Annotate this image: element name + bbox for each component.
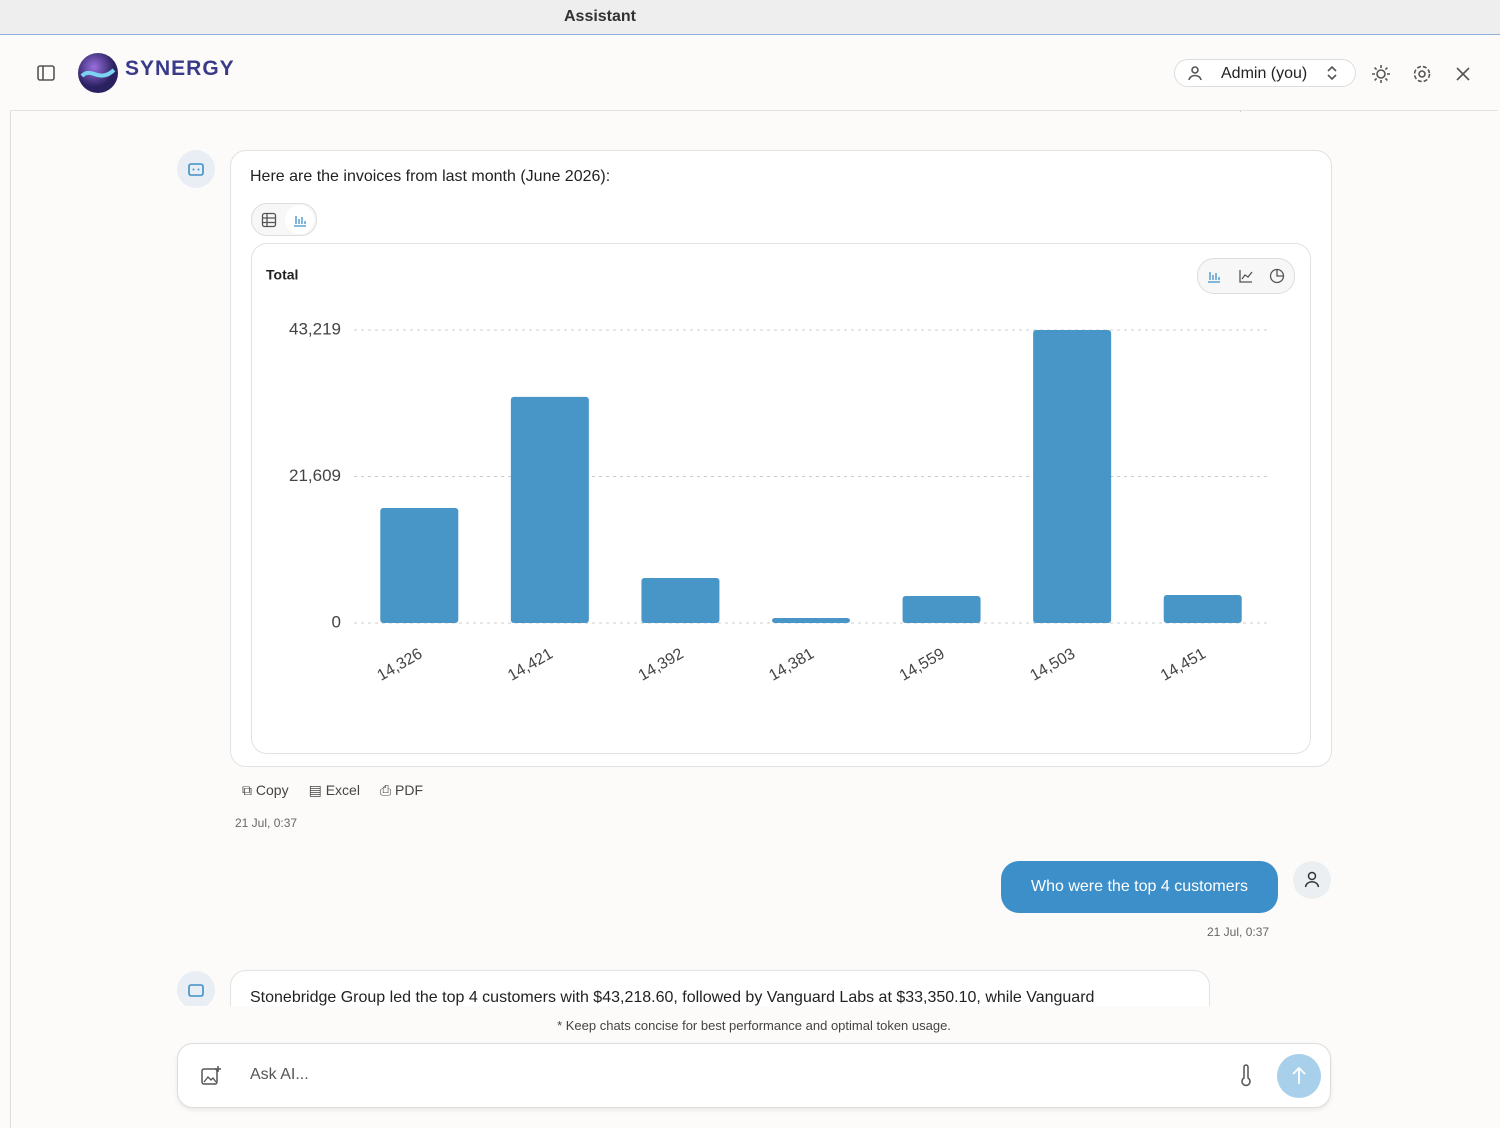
copy-button[interactable]: ⧉ Copy xyxy=(242,782,289,798)
x-tick-label: 14,503 xyxy=(1027,645,1078,684)
attach-image[interactable] xyxy=(200,1065,222,1087)
assistant-bubble xyxy=(230,970,1210,1006)
x-tick-label: 14,559 xyxy=(897,645,948,684)
bar xyxy=(510,396,589,623)
timestamp: 21 Jul, 0:37 xyxy=(1207,925,1270,939)
bar-type[interactable] xyxy=(1206,268,1222,284)
pie-type[interactable] xyxy=(1269,268,1285,284)
bar xyxy=(380,508,459,623)
theme-toggle[interactable] xyxy=(1370,63,1392,85)
input-box[interactable]: Ask AI... xyxy=(177,1043,1331,1108)
user-avatar xyxy=(1293,861,1331,899)
brand: SYNERGY xyxy=(125,57,235,80)
pdf-label: PDF xyxy=(395,782,424,798)
chart-type-switch xyxy=(1197,258,1295,294)
timestamp: 21 Jul, 0:37 xyxy=(235,816,298,830)
user-name: Admin (you) xyxy=(1221,65,1308,82)
chart-card xyxy=(251,243,1311,754)
window-title: Assistant xyxy=(563,8,637,25)
view-toggle xyxy=(251,203,317,236)
bar xyxy=(1033,330,1112,623)
assistant-avatar xyxy=(177,971,215,1006)
send-button[interactable] xyxy=(1277,1054,1321,1098)
chart-view[interactable] xyxy=(292,212,308,228)
actions: ⧉ Copy ▤ Excel ⎙ PDF xyxy=(242,782,423,799)
x-tick-label: 14,392 xyxy=(636,645,687,684)
bar xyxy=(1163,595,1242,623)
title-bar: Assistant xyxy=(0,0,1500,35)
chart: Total 0 21,609 43,219 14,326 14,421 14,392 14,… xyxy=(266,267,1268,685)
close[interactable] xyxy=(1453,64,1473,84)
user-select[interactable]: Admin (you) xyxy=(1174,59,1356,87)
message-text: Stonebridge Group led the top 4 customer… xyxy=(250,989,1095,1006)
y-tick-label: 0 xyxy=(332,612,341,631)
bar xyxy=(772,617,850,623)
y-tick-label: 43,219 xyxy=(289,319,341,338)
x-tick-label: 14,326 xyxy=(375,645,426,684)
message-text: Here are the invoices from last month (J… xyxy=(250,168,611,185)
x-tick-label: 14,381 xyxy=(766,645,817,684)
bar xyxy=(902,596,981,623)
excel-label: Excel xyxy=(325,782,360,798)
user-bubble: Who were the top 4 customers xyxy=(1001,861,1278,913)
footer-note: * Keep chats concise for best performanc… xyxy=(557,1018,951,1033)
line-type[interactable] xyxy=(1238,268,1254,284)
logo xyxy=(78,53,118,93)
x-tick-label: 14,421 xyxy=(505,645,556,684)
pdf-button[interactable]: ⎙ PDF xyxy=(379,782,424,798)
input-placeholder: Ask AI... xyxy=(250,1066,309,1083)
bar xyxy=(641,577,720,623)
assistant-avatar xyxy=(177,150,215,188)
user-text: Who were the top 4 customers xyxy=(1031,878,1248,895)
table-view[interactable] xyxy=(261,212,277,228)
user-icon xyxy=(1188,66,1202,81)
copy-label: Copy xyxy=(255,782,289,798)
clip: Stonebridge Group led the top 4 customer… xyxy=(170,960,1230,1006)
header: SYNERGY Admin (you) xyxy=(10,35,1498,111)
temperature[interactable] xyxy=(1236,1064,1256,1088)
sidebar-toggle[interactable] xyxy=(36,63,56,83)
excel-button[interactable]: ▤ Excel xyxy=(308,782,360,798)
x-tick-label: 14,451 xyxy=(1158,645,1209,684)
chart-title: Total xyxy=(266,267,298,283)
chevrons xyxy=(1327,65,1337,81)
settings[interactable] xyxy=(1411,63,1433,85)
y-tick-label: 21,609 xyxy=(289,466,341,485)
